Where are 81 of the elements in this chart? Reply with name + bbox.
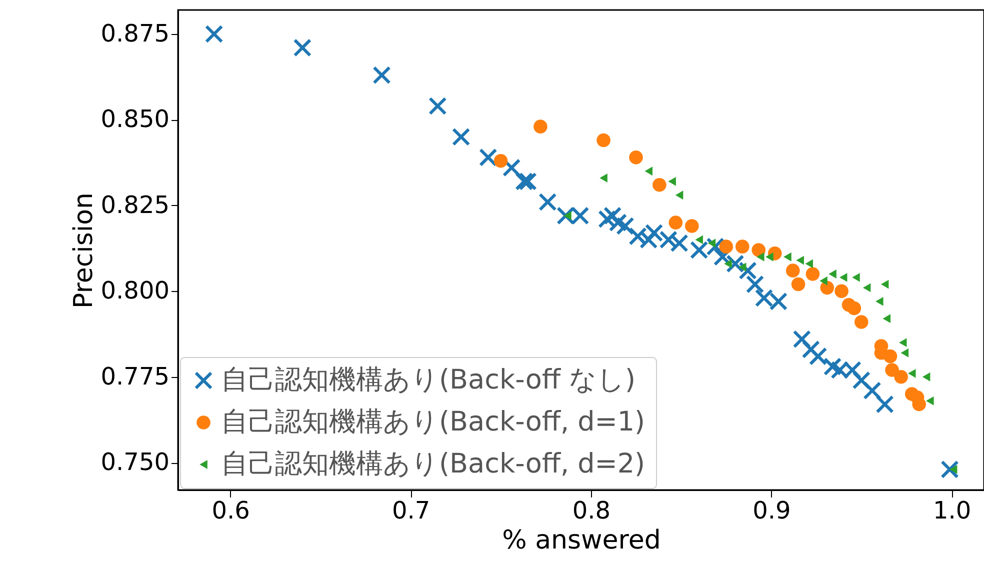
point [596,133,610,148]
y-tick-label: 0.750 [100,448,170,476]
point [834,284,848,298]
point [864,382,881,400]
point [668,216,683,230]
x-tick-label: 0.6 [212,496,250,524]
point [847,301,862,316]
point [883,349,898,364]
x-tick-label: 0.8 [572,496,611,524]
point [538,193,556,211]
point [690,241,708,259]
point [791,277,806,292]
point [862,283,871,292]
point [828,270,836,278]
point [645,224,663,242]
point [894,370,908,384]
y-tick-label: 0.800 [100,276,170,305]
point [695,235,703,244]
point [876,396,894,413]
point [428,97,446,115]
point [766,252,774,262]
point [719,240,734,254]
legend-label: 自己認知機構あり(Back-off, d=1) [221,406,646,438]
point [685,219,699,233]
point [755,289,773,307]
legend-label: 自己認知機構あり(Back-off なし) [221,364,636,396]
x-axis-title: % answered [502,526,661,556]
y-axis-title: Precision [68,192,99,309]
y-tick-label: 0.825 [100,190,170,219]
point [876,296,884,306]
point [880,280,889,289]
point [820,280,834,295]
point [746,276,764,293]
point [670,234,688,252]
point [941,460,958,478]
point [922,372,930,382]
point [629,150,643,164]
point [898,338,907,348]
point [738,262,746,272]
point [852,272,860,282]
point [809,348,827,365]
point [652,178,666,192]
point [756,252,764,262]
point [600,174,608,182]
point [854,315,868,329]
point [900,348,909,358]
point [885,363,899,377]
point [675,190,684,200]
y-tick-label: 0.775 [100,362,170,390]
point [205,25,223,43]
point [724,259,732,268]
point [534,120,548,134]
legend-label: 自己認知機構あり(Back-off, d=2) [221,448,646,480]
point [752,243,766,257]
point [784,252,792,262]
point [805,259,813,268]
x-tick-label: 1.0 [932,496,972,524]
point [839,272,848,282]
point [820,276,828,286]
point [452,128,470,146]
point [571,207,589,224]
point [806,267,820,281]
point [668,176,676,186]
point [908,368,916,378]
x-tick-label: 0.7 [392,496,430,524]
point [519,172,536,190]
y-tick-label: 0.875 [100,20,170,48]
point [786,264,800,278]
point [770,292,788,310]
point [735,240,750,254]
point [644,166,652,176]
point [912,397,926,412]
point [479,148,497,166]
point [494,154,508,168]
point [796,256,804,265]
point [926,396,934,406]
point [294,39,312,56]
y-tick-label: 0.850 [100,105,170,134]
x-tick-label: 0.9 [752,496,791,524]
point [373,66,390,84]
point [882,314,891,324]
